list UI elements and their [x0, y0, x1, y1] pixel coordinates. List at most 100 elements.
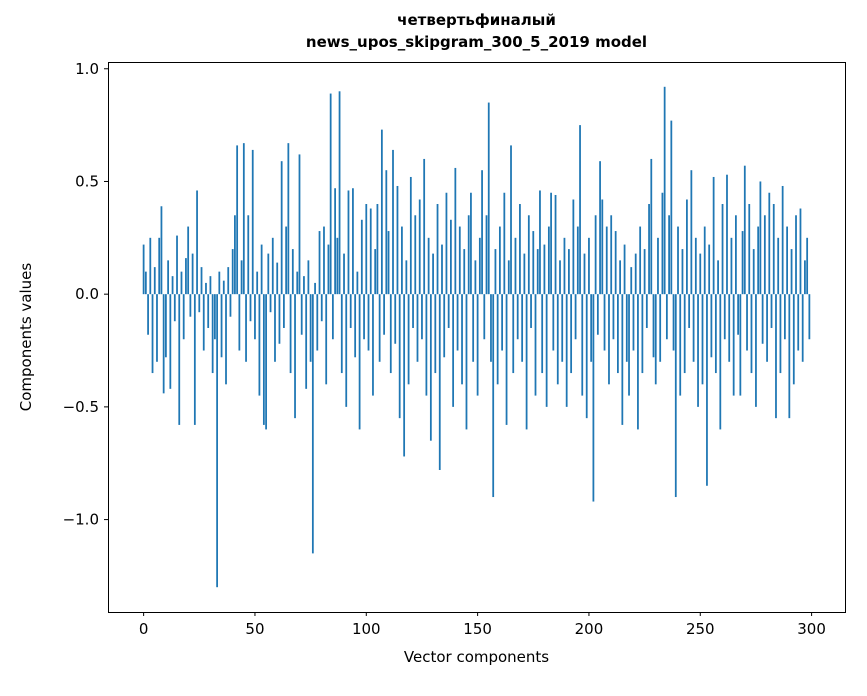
- bar: [418, 199, 421, 295]
- bar: [561, 294, 564, 362]
- y-axis-label: Components values: [17, 262, 35, 412]
- bar: [559, 260, 561, 295]
- bar: [254, 294, 256, 340]
- bar: [545, 294, 548, 407]
- bar: [516, 294, 519, 340]
- bar: [169, 294, 172, 389]
- bar: [202, 294, 205, 351]
- bar: [196, 190, 198, 295]
- bar: [334, 188, 336, 295]
- bar: [287, 143, 290, 295]
- bar: [779, 294, 782, 374]
- bar: [372, 294, 374, 396]
- chart-title-word: четвертьфиналый: [397, 11, 556, 29]
- bar: [429, 294, 432, 441]
- bar: [354, 294, 357, 358]
- bar: [454, 167, 457, 295]
- bar: [316, 294, 319, 351]
- bar: [173, 294, 176, 322]
- bar: [262, 294, 265, 425]
- bar: [634, 253, 637, 295]
- bar: [681, 249, 684, 295]
- bar: [536, 249, 539, 295]
- bar: [699, 253, 702, 295]
- bar: [445, 192, 448, 295]
- bar: [748, 204, 751, 295]
- y-tick-label: 0.0: [75, 285, 99, 303]
- bar: [142, 244, 145, 295]
- bar: [505, 294, 508, 425]
- bar: [652, 294, 655, 358]
- bar: [523, 253, 526, 295]
- bar: [498, 226, 501, 295]
- bar: [427, 237, 430, 295]
- bar: [714, 294, 717, 374]
- bar: [547, 226, 550, 295]
- bar: [144, 271, 147, 295]
- x-tick-label: 50: [245, 620, 264, 638]
- bar: [766, 294, 768, 362]
- bar: [305, 294, 308, 389]
- bar: [628, 294, 630, 396]
- bar: [661, 192, 664, 295]
- bar: [703, 226, 706, 295]
- bar: [777, 237, 780, 295]
- bar: [325, 294, 328, 385]
- bar: [401, 226, 403, 295]
- bar: [171, 276, 174, 295]
- bar: [309, 294, 312, 362]
- bar: [251, 149, 254, 295]
- bar: [165, 294, 167, 358]
- bar: [775, 294, 777, 419]
- bar: [392, 149, 394, 295]
- bar: [267, 253, 270, 295]
- bar: [209, 276, 212, 295]
- bar: [191, 253, 194, 295]
- bar: [320, 294, 323, 322]
- bar: [220, 294, 223, 358]
- bar: [447, 294, 450, 328]
- bar: [576, 226, 579, 295]
- x-tick-label: 150: [463, 620, 492, 638]
- bar: [574, 294, 577, 340]
- bar: [519, 204, 521, 295]
- bar: [590, 294, 593, 362]
- bar: [198, 294, 201, 313]
- bar: [768, 192, 771, 295]
- bar: [274, 294, 276, 362]
- bar: [336, 237, 339, 295]
- x-tick-label: 0: [139, 620, 149, 638]
- bar: [340, 294, 343, 374]
- bar: [525, 294, 528, 430]
- bar: [167, 260, 170, 295]
- bar: [231, 249, 234, 295]
- bar: [147, 294, 149, 335]
- bar: [496, 294, 499, 385]
- bar: [405, 260, 408, 295]
- bar: [385, 170, 388, 295]
- bar: [356, 271, 359, 295]
- bar: [625, 294, 628, 362]
- bar: [735, 215, 737, 295]
- bar: [467, 215, 470, 295]
- bar: [761, 294, 764, 344]
- bar: [630, 267, 633, 295]
- bar: [492, 294, 495, 498]
- bar: [639, 226, 642, 295]
- bar: [153, 267, 156, 295]
- bar: [690, 170, 693, 295]
- bar: [441, 244, 443, 295]
- bar: [225, 294, 227, 385]
- bar: [608, 294, 610, 385]
- bar: [407, 294, 410, 385]
- bar: [265, 294, 267, 430]
- y-tick-label: −0.5: [63, 398, 99, 416]
- bar: [227, 267, 230, 295]
- bar: [757, 226, 760, 295]
- bar: [434, 294, 437, 374]
- bar: [465, 294, 468, 430]
- bar: [617, 294, 619, 374]
- bar: [378, 294, 381, 362]
- bar: [369, 208, 372, 295]
- chart-title-model: news_upos_skipgram_300_5_2019 model: [305, 32, 648, 51]
